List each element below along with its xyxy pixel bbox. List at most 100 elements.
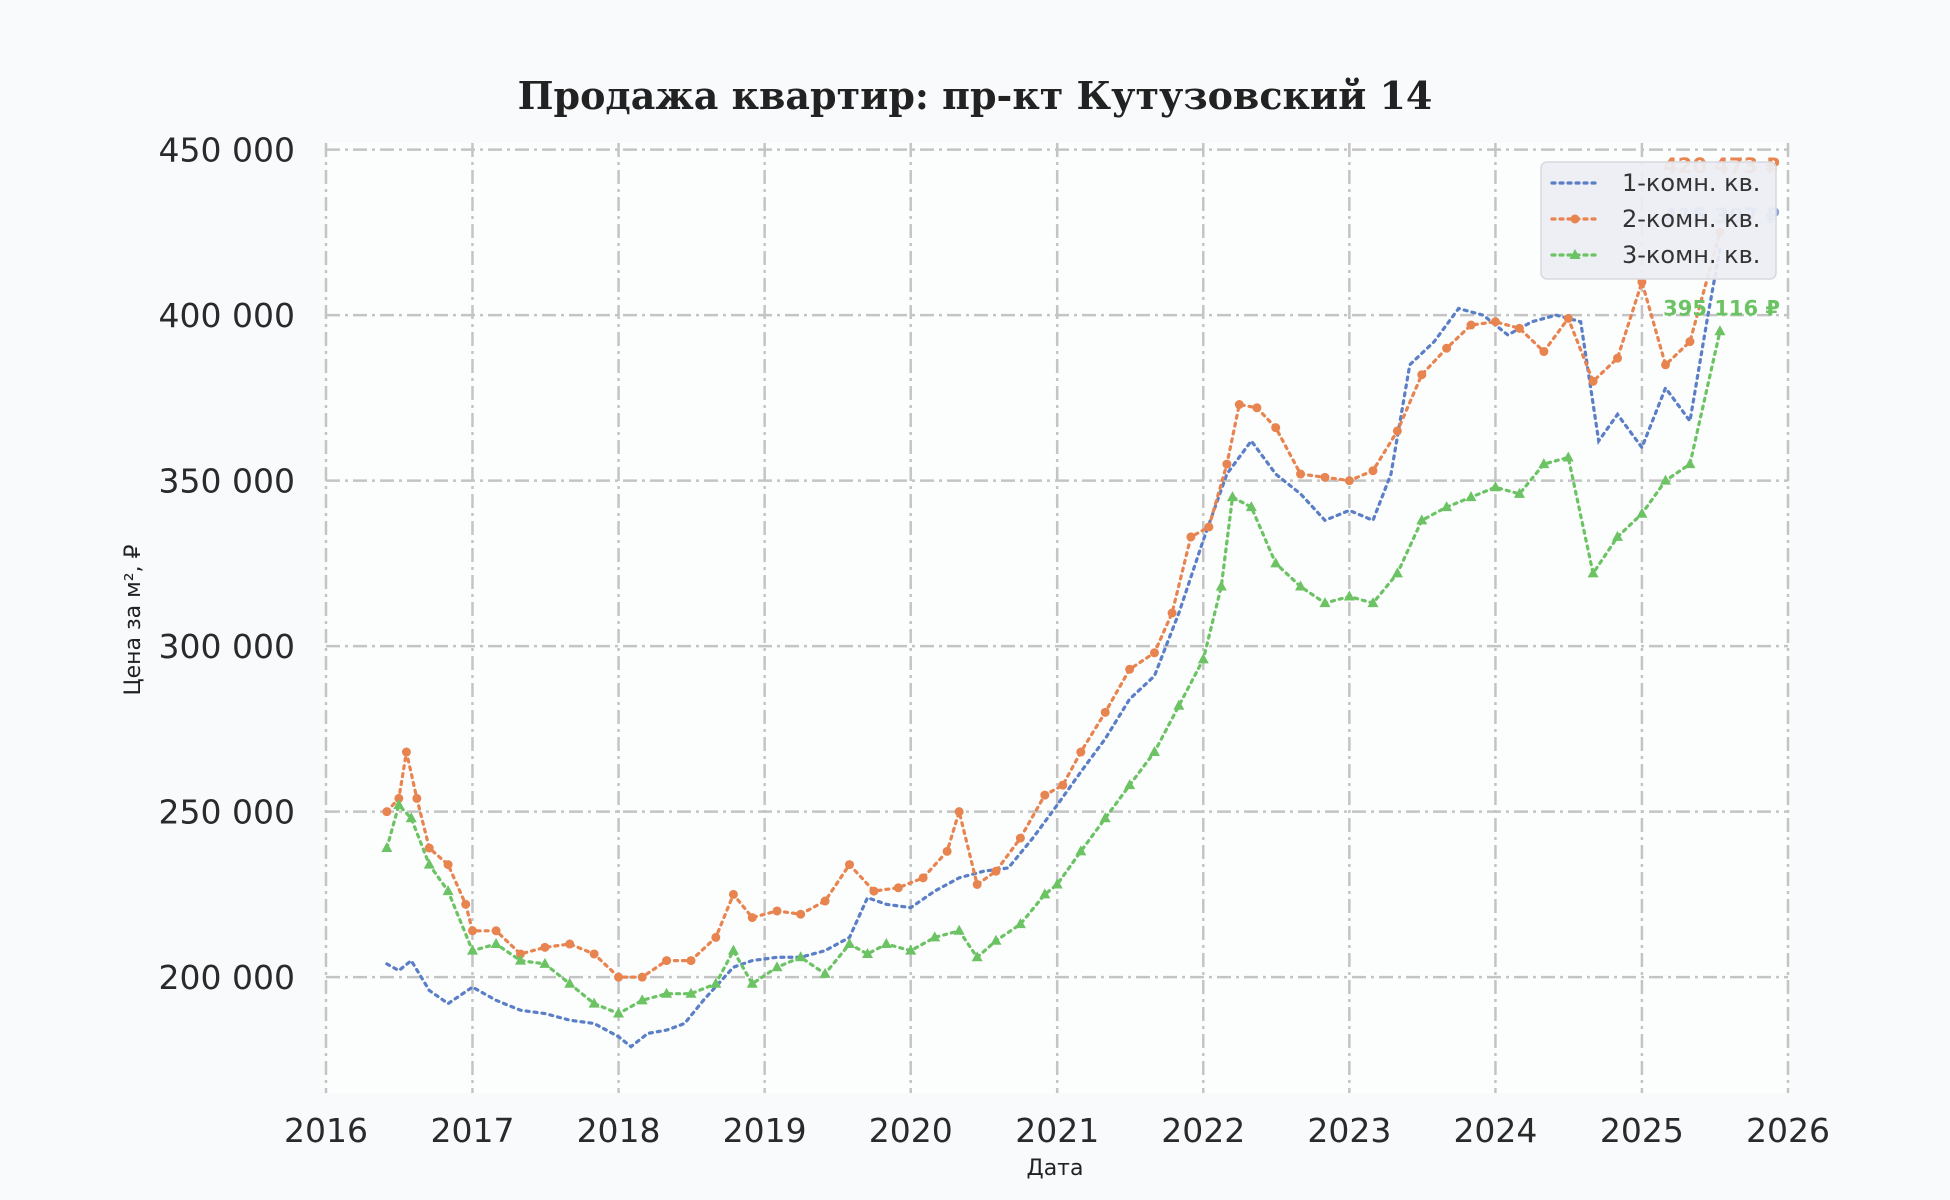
data-point bbox=[423, 858, 435, 869]
data-point bbox=[918, 873, 928, 883]
legend[interactable]: 1-комн. кв. 2-комн. кв. 3-комн. кв. bbox=[1540, 161, 1777, 280]
data-point bbox=[686, 956, 696, 966]
x-tick-label: 2026 bbox=[1746, 1111, 1830, 1150]
data-point bbox=[461, 899, 471, 909]
data-point bbox=[412, 793, 422, 803]
data-point bbox=[1148, 746, 1160, 757]
data-point bbox=[1197, 653, 1209, 664]
data-point bbox=[1252, 403, 1262, 413]
data-point bbox=[637, 972, 647, 982]
data-point bbox=[1714, 325, 1726, 336]
data-point bbox=[1215, 580, 1227, 591]
data-point bbox=[1222, 459, 1232, 469]
data-point bbox=[467, 926, 477, 936]
data-point bbox=[1099, 812, 1111, 823]
legend-label: 1-комн. кв. bbox=[1622, 169, 1760, 197]
data-point bbox=[1538, 458, 1550, 469]
data-point bbox=[1271, 423, 1281, 433]
end-value-label: 395 116 ₽ bbox=[1663, 297, 1780, 321]
data-point bbox=[869, 886, 879, 896]
y-tick-label: 300 000 bbox=[159, 627, 295, 666]
data-point bbox=[795, 951, 807, 962]
data-point bbox=[466, 944, 478, 955]
x-tick-label: 2022 bbox=[1161, 1111, 1245, 1150]
data-point bbox=[1149, 648, 1159, 658]
y-tick-labels: 200 000 250 000 300 000 350 000 400 000 450 0… bbox=[159, 131, 295, 998]
chart-title: Продажа квартир: пр-кт Кутузовский 14 bbox=[518, 73, 1433, 118]
data-point bbox=[405, 812, 417, 823]
data-point bbox=[711, 932, 721, 942]
data-point bbox=[929, 931, 941, 942]
data-point bbox=[1587, 567, 1599, 578]
data-point bbox=[893, 883, 903, 893]
data-point bbox=[490, 938, 502, 949]
legend-item[interactable]: 3-комн. кв. bbox=[1550, 241, 1760, 269]
data-point bbox=[861, 947, 873, 958]
data-point bbox=[1513, 487, 1525, 498]
data-point bbox=[491, 926, 501, 936]
x-tick-label: 2016 bbox=[284, 1111, 368, 1150]
data-point bbox=[1588, 376, 1598, 386]
data-point bbox=[1245, 501, 1257, 512]
data-point bbox=[588, 997, 600, 1008]
x-tick-label: 2019 bbox=[723, 1111, 807, 1150]
series-lines bbox=[381, 227, 1726, 1049]
legend-item[interactable]: 2-комн. кв. bbox=[1550, 205, 1760, 233]
data-point bbox=[971, 951, 983, 962]
data-point bbox=[844, 860, 854, 870]
data-point bbox=[540, 942, 550, 952]
data-point bbox=[1051, 878, 1063, 889]
data-point bbox=[1058, 780, 1068, 790]
data-point bbox=[1125, 664, 1135, 674]
data-point bbox=[442, 885, 454, 896]
data-point bbox=[772, 906, 782, 916]
data-point bbox=[1489, 481, 1501, 492]
legend-label: 3-комн. кв. bbox=[1622, 241, 1760, 269]
data-point bbox=[1660, 474, 1672, 485]
series-1 bbox=[385, 247, 1722, 1049]
data-point bbox=[636, 994, 648, 1005]
data-point bbox=[820, 896, 830, 906]
data-point bbox=[1613, 353, 1623, 363]
data-point bbox=[1636, 507, 1648, 518]
x-tick-label: 2021 bbox=[1015, 1111, 1099, 1150]
data-point bbox=[393, 799, 405, 810]
x-tick-label: 2018 bbox=[577, 1111, 661, 1150]
data-point bbox=[1417, 370, 1427, 380]
data-point bbox=[991, 866, 1001, 876]
data-point bbox=[746, 977, 758, 988]
data-point bbox=[1465, 491, 1477, 502]
data-point bbox=[516, 949, 526, 959]
data-point bbox=[565, 939, 575, 949]
x-tick-label: 2020 bbox=[869, 1111, 953, 1150]
data-point bbox=[564, 977, 576, 988]
data-point bbox=[1039, 888, 1051, 899]
legend-label: 2-комн. кв. bbox=[1622, 205, 1760, 233]
data-point bbox=[1441, 501, 1453, 512]
data-point bbox=[1367, 597, 1379, 608]
series-line bbox=[385, 329, 1722, 1016]
data-point bbox=[771, 961, 783, 972]
y-axis-label: Цена за м², ₽ bbox=[121, 544, 146, 695]
data-point bbox=[990, 934, 1002, 945]
y-tick-label: 350 000 bbox=[159, 462, 295, 501]
data-point bbox=[1270, 557, 1282, 568]
data-point bbox=[424, 843, 434, 853]
data-point bbox=[1570, 214, 1580, 224]
data-point bbox=[1684, 458, 1696, 469]
data-point bbox=[728, 889, 738, 899]
legend-item[interactable]: 1-комн. кв. bbox=[1550, 169, 1760, 197]
data-point bbox=[954, 807, 964, 817]
data-point bbox=[1320, 472, 1330, 482]
data-point bbox=[1124, 779, 1136, 790]
data-point bbox=[1186, 532, 1196, 542]
x-tick-label: 2023 bbox=[1307, 1111, 1391, 1150]
x-tick-label: 2017 bbox=[430, 1111, 514, 1150]
data-point bbox=[710, 977, 722, 988]
data-point bbox=[1514, 323, 1524, 333]
data-point bbox=[1040, 790, 1050, 800]
y-tick-label: 200 000 bbox=[159, 958, 295, 997]
data-point bbox=[727, 944, 739, 955]
data-point bbox=[443, 860, 453, 870]
